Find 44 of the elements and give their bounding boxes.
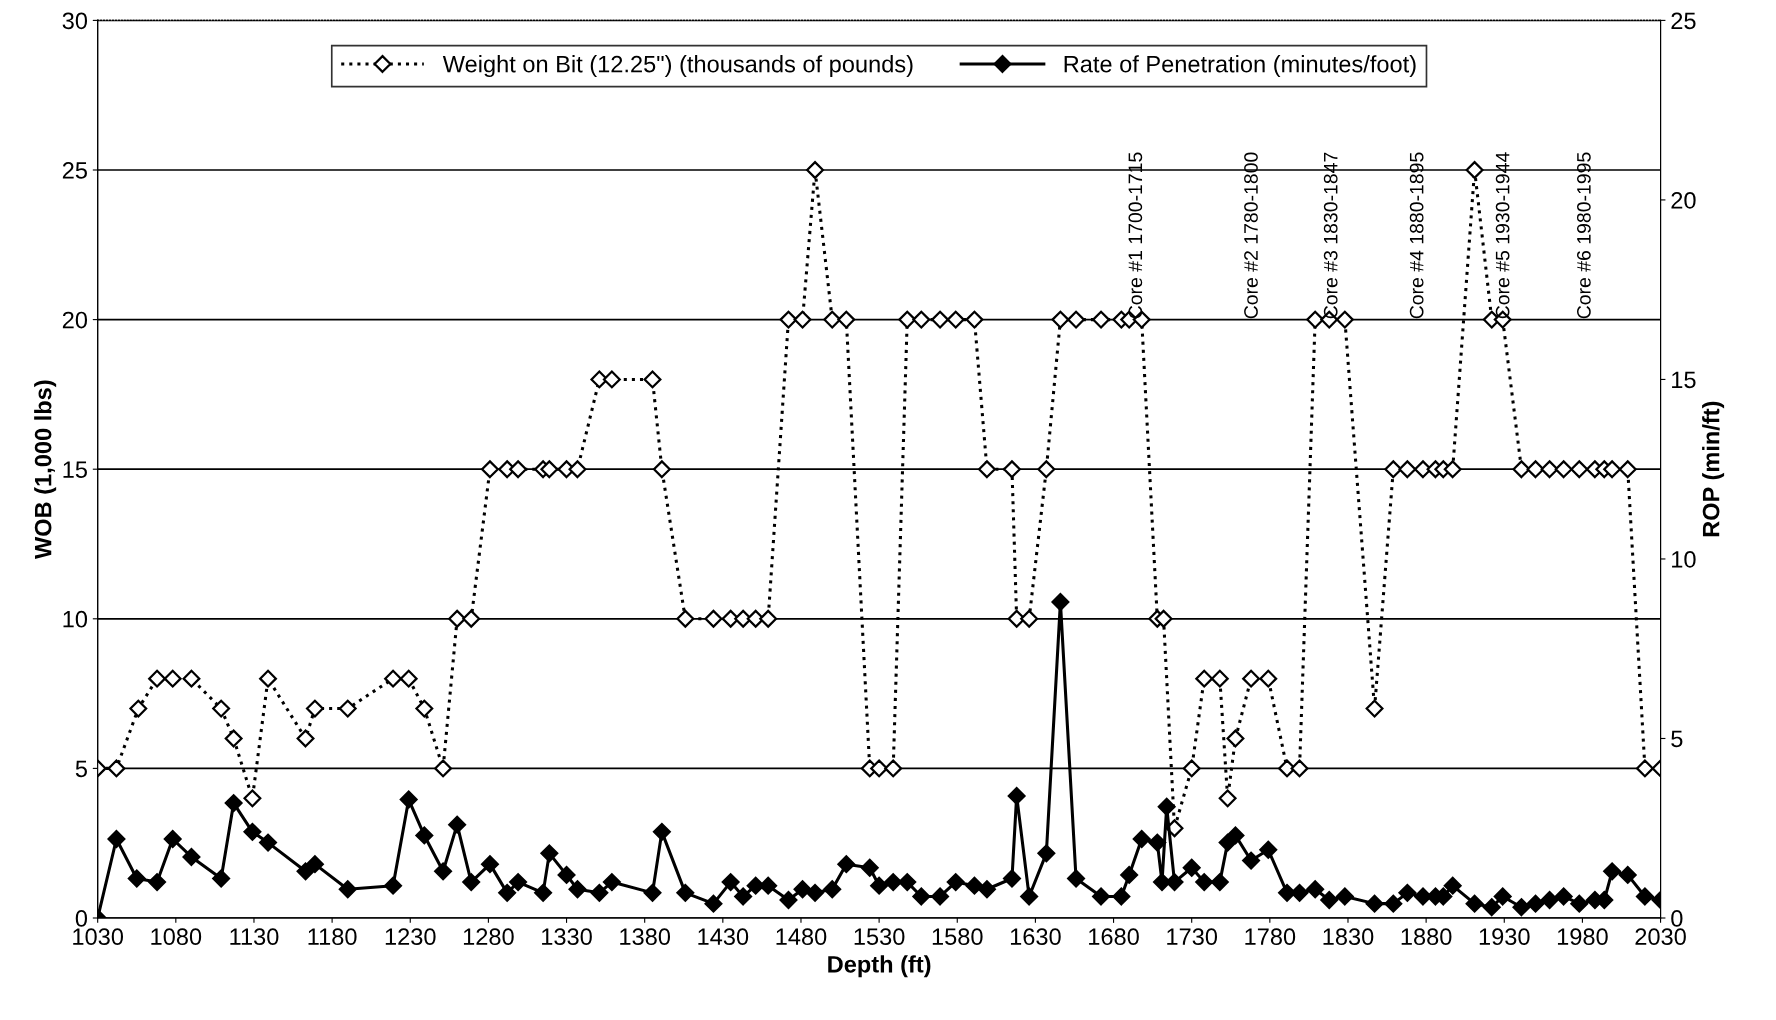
y-tick-label: 15 — [63, 461, 87, 478]
annotation: Core #2 1780-1800 — [1244, 152, 1258, 319]
x-tick-label: 1780 — [1245, 928, 1296, 946]
y-tick-label: 30 — [62, 12, 88, 30]
x-tick-label: 1980 — [1557, 928, 1608, 946]
y-tick-label: 5 — [75, 760, 87, 778]
y2-tick-label: 10 — [1672, 551, 1696, 568]
x-tick-label: 1480 — [776, 928, 827, 946]
legend-label: Rate of Penetration (minutes/foot) — [1064, 55, 1416, 78]
x-tick-label: 1680 — [1089, 928, 1139, 946]
y2-tick-label: 0 — [1671, 910, 1683, 927]
x-tick-label: 1530 — [854, 928, 905, 946]
y2-tick-label: 15 — [1672, 371, 1696, 389]
x-tick-label: 1630 — [1010, 928, 1061, 946]
y2-tick-label: 20 — [1671, 191, 1696, 209]
y2-tick-label: 25 — [1671, 12, 1696, 30]
y-tick-label: 25 — [62, 162, 87, 179]
x-tick-label: 1830 — [1323, 928, 1374, 946]
x-tick-label: 1430 — [698, 928, 749, 946]
annotation: Core #5 1930-1944 — [1495, 152, 1510, 319]
x-tick-label: 1880 — [1401, 928, 1452, 946]
x-tick-label: 1180 — [308, 928, 357, 946]
x-tick-label: 1580 — [932, 928, 983, 946]
x-tick-label: 1230 — [385, 928, 436, 946]
x-axis-title: Depth (ft) — [828, 955, 931, 978]
legend-label: Weight on Bit (12.25") (thousands of pounds) — [442, 55, 913, 78]
x-tick-label: 1730 — [1167, 928, 1218, 946]
x-tick-label: 1080 — [151, 928, 202, 946]
y2-tick-label: 5 — [1671, 730, 1683, 748]
annotation: Core #3 1830-1847 — [1323, 152, 1338, 319]
y2-axis-title: ROP (min/ft) — [1702, 401, 1725, 537]
x-tick-label: 2030 — [1635, 928, 1686, 946]
y-axis-title: WOB (1,000 lbs) — [34, 380, 57, 560]
annotation: Core #4 1880-1895 — [1409, 152, 1424, 319]
x-tick-label: 1130 — [230, 928, 279, 946]
x-tick-label: 1930 — [1479, 928, 1530, 946]
x-tick-label: 1380 — [620, 928, 671, 946]
x-tick-label: 1330 — [542, 928, 592, 946]
x-tick-label: 1030 — [73, 928, 124, 946]
y-tick-label: 20 — [62, 311, 88, 329]
x-tick-label: 1280 — [463, 928, 514, 946]
y-tick-label: 10 — [63, 610, 88, 628]
annotation: Core #6 1980-1995 — [1576, 152, 1591, 319]
y-tick-label: 0 — [75, 910, 88, 927]
